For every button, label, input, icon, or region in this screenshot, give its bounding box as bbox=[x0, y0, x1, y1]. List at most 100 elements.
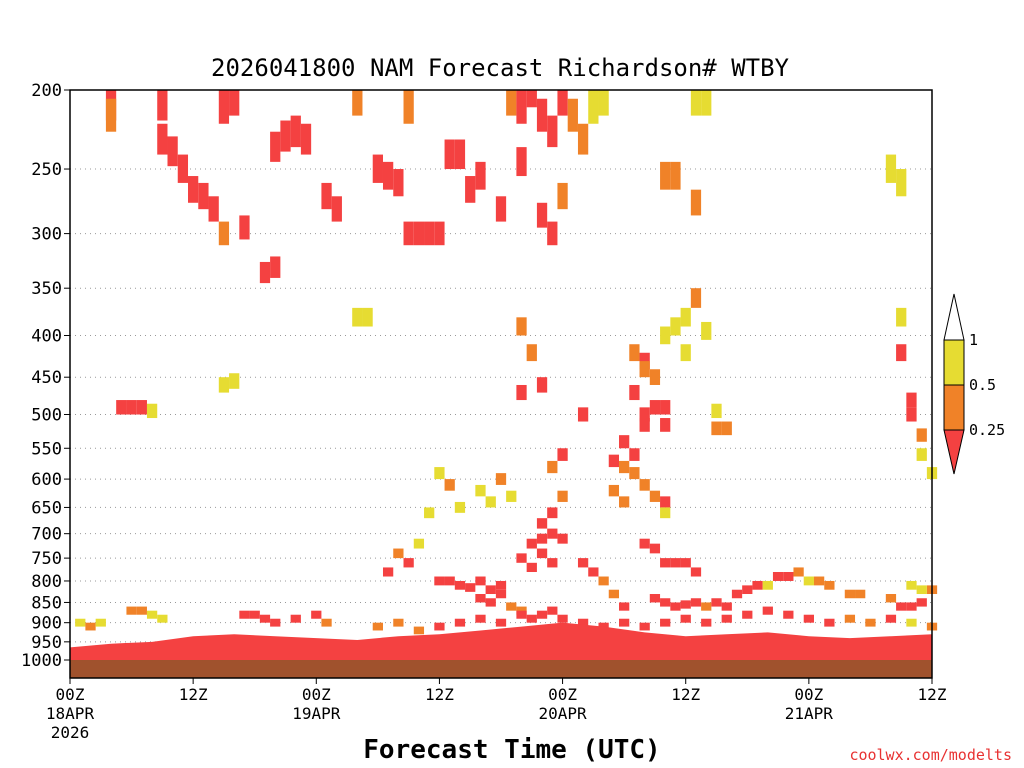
ri-cell bbox=[803, 576, 814, 586]
ri-cell bbox=[619, 435, 630, 449]
ri-cell bbox=[372, 622, 383, 631]
ri-cell bbox=[588, 567, 599, 577]
ri-cell bbox=[403, 558, 414, 568]
ri-cell bbox=[721, 614, 732, 623]
x-tick-label: 00Z bbox=[56, 685, 85, 704]
ri-cell bbox=[382, 161, 394, 190]
ri-cell bbox=[516, 317, 527, 336]
ri-cell bbox=[629, 448, 640, 461]
y-tick-label: 200 bbox=[31, 81, 62, 101]
legend-swatch-bottom bbox=[943, 429, 965, 475]
ri-cell bbox=[608, 589, 620, 599]
ri-cell bbox=[731, 589, 743, 599]
ri-cell bbox=[126, 400, 137, 415]
ri-cell bbox=[762, 606, 773, 615]
ri-cell bbox=[434, 467, 445, 480]
ri-cell bbox=[454, 139, 466, 170]
ri-cell bbox=[660, 618, 671, 627]
ri-cell bbox=[352, 90, 363, 116]
ri-cell bbox=[434, 622, 445, 631]
ri-cell bbox=[567, 98, 578, 132]
ri-cell bbox=[649, 490, 661, 502]
ri-cell bbox=[680, 307, 691, 327]
chart-title: 2026041800 NAM Forecast Richardson# WTBY bbox=[211, 54, 790, 82]
ri-cell bbox=[157, 123, 168, 155]
ri-cell bbox=[824, 618, 835, 627]
ri-cell bbox=[547, 558, 558, 568]
ri-cell bbox=[413, 538, 425, 549]
ri-cell bbox=[916, 448, 927, 461]
ri-cell bbox=[557, 448, 568, 461]
ri-cell bbox=[670, 558, 681, 568]
ri-cell bbox=[557, 490, 568, 502]
ri-cell bbox=[762, 580, 773, 590]
legend-swatch bbox=[943, 339, 965, 386]
ri-cell bbox=[146, 610, 158, 619]
ri-cell bbox=[495, 580, 507, 590]
ri-cell bbox=[701, 602, 712, 611]
ri-cell bbox=[690, 189, 702, 216]
ri-cell bbox=[916, 428, 927, 442]
ri-cell bbox=[660, 161, 671, 190]
ri-cell bbox=[619, 496, 630, 508]
ri-cell bbox=[803, 614, 814, 623]
ri-cell bbox=[629, 344, 640, 362]
ri-cell bbox=[444, 139, 455, 170]
ri-cell bbox=[208, 196, 219, 222]
ri-cell bbox=[639, 479, 650, 491]
ri-cell bbox=[896, 602, 907, 611]
ri-cell bbox=[536, 98, 548, 132]
ri-cell bbox=[660, 400, 671, 415]
ri-cell bbox=[495, 473, 507, 485]
ri-cell bbox=[424, 221, 435, 246]
ri-cell bbox=[270, 131, 281, 162]
ri-cell bbox=[660, 418, 671, 432]
ri-cell bbox=[413, 626, 425, 635]
ri-cell bbox=[311, 610, 322, 619]
ri-cell bbox=[167, 136, 178, 167]
ri-cell bbox=[547, 606, 558, 615]
y-tick-label: 350 bbox=[31, 279, 62, 299]
ri-cell bbox=[701, 321, 712, 340]
ri-cell bbox=[475, 161, 486, 190]
ri-cell bbox=[126, 606, 137, 615]
ri-cell bbox=[526, 614, 537, 623]
ri-cell bbox=[485, 585, 496, 595]
ri-cell bbox=[649, 594, 661, 603]
ri-cell bbox=[393, 548, 404, 559]
ri-cell bbox=[896, 169, 907, 197]
ri-cell bbox=[259, 614, 271, 623]
ri-cell bbox=[906, 602, 917, 611]
y-tick-label: 1000 bbox=[21, 651, 62, 671]
ri-cell bbox=[290, 115, 301, 148]
ri-cell bbox=[516, 610, 527, 619]
ri-cell bbox=[680, 600, 691, 609]
ri-cell bbox=[157, 614, 168, 623]
y-tick-label: 800 bbox=[31, 572, 62, 592]
ri-cell bbox=[906, 392, 917, 408]
x-tick-label: 19APR bbox=[292, 704, 341, 723]
y-tick-label: 400 bbox=[31, 326, 62, 346]
ri-cell bbox=[660, 496, 671, 508]
ri-cell bbox=[608, 454, 620, 468]
ri-cell bbox=[229, 373, 240, 389]
ri-cell bbox=[711, 598, 722, 607]
y-tick-label: 600 bbox=[31, 470, 62, 490]
data-cells bbox=[75, 90, 938, 635]
ri-cell bbox=[465, 583, 476, 592]
ri-cell bbox=[660, 507, 671, 519]
y-tick-label: 900 bbox=[31, 614, 62, 634]
ri-cell bbox=[896, 344, 907, 362]
ri-cell bbox=[434, 221, 445, 246]
ri-cell bbox=[557, 182, 568, 210]
ri-cell bbox=[711, 403, 722, 419]
ri-cell bbox=[465, 176, 476, 203]
ri-cell bbox=[454, 580, 466, 590]
ri-cell bbox=[885, 594, 897, 603]
ri-cell bbox=[85, 622, 96, 631]
ri-cell bbox=[536, 518, 548, 529]
credit-text: coolwx.com/modelts bbox=[849, 746, 1012, 764]
ri-cell bbox=[75, 618, 86, 627]
ri-cell bbox=[547, 460, 558, 474]
y-tick-label: 550 bbox=[31, 439, 62, 459]
